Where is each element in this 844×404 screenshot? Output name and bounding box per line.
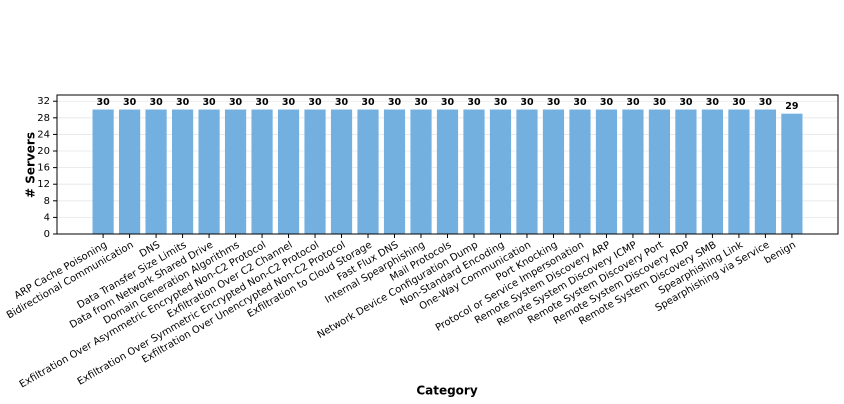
value-label: 30 [706, 97, 720, 108]
y-tick-label: 4 [44, 212, 50, 223]
value-label: 30 [414, 97, 428, 108]
bar [728, 109, 750, 234]
bar [489, 109, 512, 234]
y-tick-label: 20 [37, 146, 50, 157]
y-tick-label: 24 [37, 129, 50, 140]
value-label: 30 [96, 97, 110, 108]
y-tick-label: 16 [37, 163, 50, 174]
bar [542, 109, 565, 234]
value-label: 30 [441, 97, 455, 108]
y-axis-label: # Servers [24, 132, 38, 198]
y-tick-label: 0 [44, 229, 50, 240]
bar [701, 109, 724, 234]
bar [781, 113, 803, 234]
bar [357, 109, 379, 234]
y-tick-label: 8 [44, 196, 50, 207]
bar [145, 109, 167, 234]
bar [251, 109, 273, 234]
bar [463, 109, 485, 234]
bar [383, 109, 406, 234]
value-label: 30 [388, 97, 402, 108]
value-label: 30 [255, 97, 269, 108]
value-label: 30 [361, 97, 375, 108]
bar [622, 109, 644, 234]
bar [569, 109, 591, 234]
value-label: 30 [176, 97, 190, 108]
value-label: 30 [653, 97, 667, 108]
value-label: 30 [467, 97, 481, 108]
bar [516, 109, 538, 234]
value-label: 30 [732, 97, 746, 108]
value-label: 30 [308, 97, 322, 108]
bar [410, 109, 432, 234]
value-label: 30 [573, 97, 587, 108]
bar [304, 109, 326, 234]
value-label: 30 [626, 97, 640, 108]
value-label: 30 [679, 97, 693, 108]
value-label: 29 [785, 101, 798, 112]
value-label: 30 [123, 97, 137, 108]
value-label: 30 [520, 97, 534, 108]
bar [171, 109, 194, 234]
bar [436, 109, 459, 234]
bar [198, 109, 220, 234]
value-label: 30 [149, 97, 163, 108]
bar [595, 109, 618, 234]
bar [675, 109, 697, 234]
plot-frame [56, 94, 839, 235]
value-label: 30 [202, 97, 216, 108]
bar [92, 109, 114, 234]
y-tick-label: 32 [37, 96, 50, 107]
bar [754, 109, 777, 234]
x-axis-label: Category [416, 384, 478, 398]
value-label: 30 [600, 97, 614, 108]
value-label: 30 [547, 97, 561, 108]
y-tick-label: 12 [37, 179, 50, 190]
value-label: 30 [229, 97, 243, 108]
value-label: 30 [494, 97, 508, 108]
bar [330, 109, 353, 234]
y-tick-label: 28 [37, 113, 50, 124]
bar [277, 109, 300, 234]
value-label: 30 [335, 97, 349, 108]
bar [224, 109, 247, 234]
value-label: 30 [759, 97, 773, 108]
value-label: 30 [282, 97, 296, 108]
bar [118, 109, 141, 234]
bar [648, 109, 671, 234]
